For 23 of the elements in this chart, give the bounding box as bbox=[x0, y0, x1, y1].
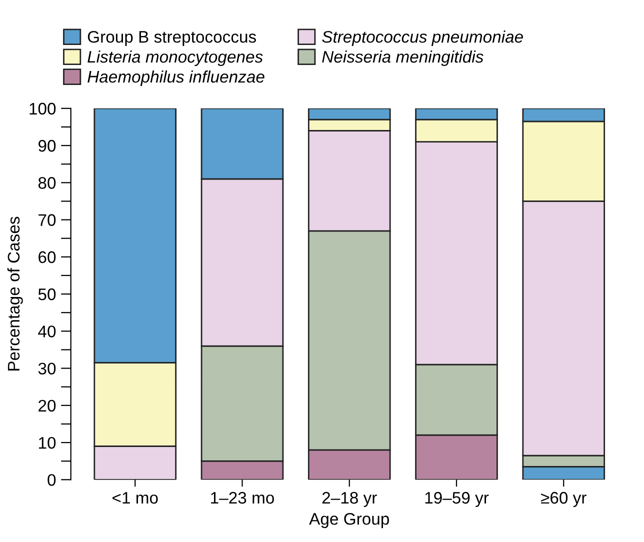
legend-label: Haemophilus influenzae bbox=[88, 70, 264, 86]
y-tick-label: 40 bbox=[38, 326, 56, 338]
y-tick-label: 20 bbox=[38, 400, 56, 412]
y-tick-label: 70 bbox=[38, 214, 56, 226]
legend-label: Group B streptococcus bbox=[88, 30, 256, 46]
y-tick-label: 60 bbox=[38, 251, 56, 264]
legend-label: Streptococcus pneumoniae bbox=[322, 30, 523, 46]
x-tick-label: 19–59 yr bbox=[425, 492, 489, 508]
y-tick-label: 10 bbox=[38, 436, 56, 449]
y-tick-label: 90 bbox=[38, 140, 56, 152]
x-axis-title: Age Group bbox=[309, 513, 389, 528]
legend-label: Listeria monocytogenes bbox=[88, 50, 263, 66]
y-tick-label: 0 bbox=[48, 474, 56, 486]
x-tick-label: 2–18 yr bbox=[322, 492, 377, 508]
y-tick-label: 80 bbox=[38, 177, 56, 189]
x-tick-label: 1–23 mo bbox=[211, 492, 274, 504]
x-tick-label: ≥60 yr bbox=[541, 492, 586, 508]
legend-label: Neisseria meningitidis bbox=[322, 50, 484, 66]
y-tick-label: 50 bbox=[38, 288, 56, 300]
y-tick-label: 30 bbox=[38, 362, 56, 374]
y-axis-title: Percentage of Cases bbox=[7, 216, 23, 370]
y-tick-label: 100 bbox=[30, 102, 56, 115]
x-tick-label: <1 mo bbox=[112, 492, 158, 504]
